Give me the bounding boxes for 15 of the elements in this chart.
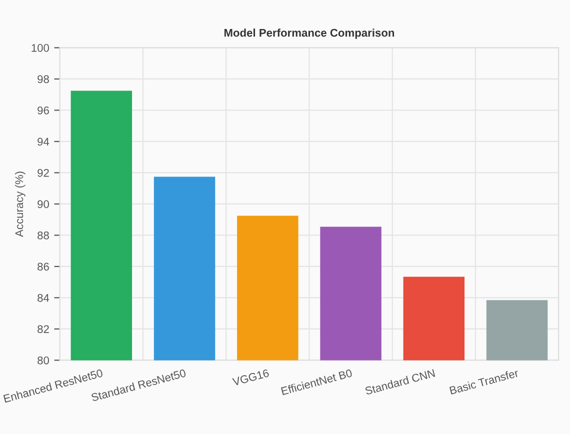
y-tick-label: 86 (38, 262, 49, 271)
y-tick-label: 100 (32, 44, 49, 52)
y-tick-label: 98 (38, 75, 49, 84)
y-tick-label: 82 (38, 325, 49, 334)
x-tick-label: VGG16 (232, 368, 270, 386)
y-tick-label: 92 (38, 169, 49, 177)
chart-title: Model Performance Comparison (224, 28, 394, 39)
y-tick-label: 80 (38, 356, 49, 364)
y-tick-label: 90 (38, 200, 49, 208)
y-tick-label: 96 (38, 106, 49, 114)
y-tick-label: 94 (38, 138, 50, 146)
y-tick-label: 88 (38, 231, 49, 240)
y-tick-label: 84 (38, 294, 50, 302)
y-axis-title: Accuracy (%) (14, 172, 26, 237)
x-tick-label: Basic Transfer (449, 368, 519, 395)
